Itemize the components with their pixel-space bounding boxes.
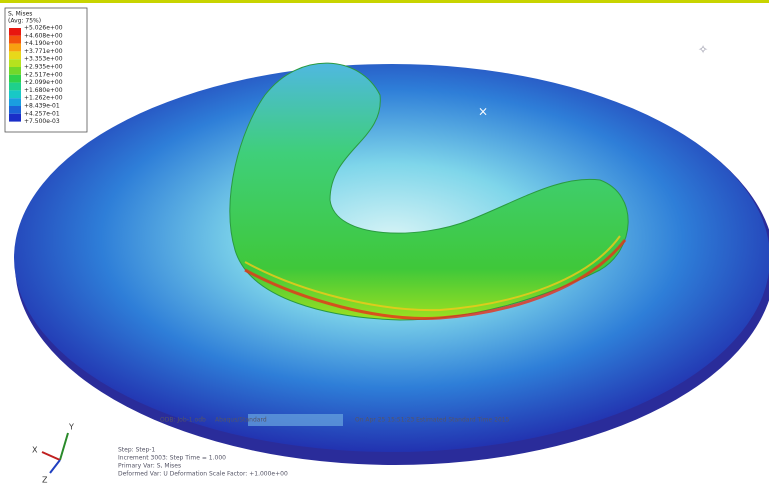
top-bar	[0, 0, 769, 3]
legend-label: +4.190e+00	[24, 40, 63, 47]
stress-band	[244, 239, 627, 320]
info-line: Step: Step-1	[118, 447, 155, 454]
legend-swatch	[9, 82, 21, 91]
legend-label: +1.262e+00	[24, 95, 63, 102]
legend-swatch	[9, 67, 21, 75]
stress-band	[244, 235, 621, 312]
triad: Y X Z	[32, 423, 74, 485]
axis-x	[41, 451, 61, 461]
legend-label: +7.500e-03	[24, 118, 60, 125]
legend-swatch	[9, 74, 21, 83]
mouthguard	[229, 62, 629, 321]
legend-swatch	[9, 106, 21, 114]
legend-label: +4.608e+00	[24, 32, 63, 39]
info-line: Primary Var: S, Mises	[118, 463, 181, 470]
legend-label: +8.439e-01	[24, 103, 60, 110]
triad-label: X	[32, 446, 38, 455]
legend-label: +2.099e+00	[24, 79, 63, 86]
legend-label: +3.353e+00	[24, 56, 63, 63]
legend-title: S, Mises	[8, 11, 32, 18]
info-line: Deformed Var: U Deformation Scale Factor…	[118, 471, 288, 478]
odb-name: ODB: Job-1.odb	[160, 417, 206, 424]
axis-y	[59, 432, 69, 461]
info-line: Increment 3003: Step Time = 1.000	[118, 455, 226, 462]
legend-subtitle: (Avg: 75%)	[8, 18, 41, 25]
legend-swatch	[9, 35, 21, 44]
solver: Abaqus/Standard	[215, 417, 267, 424]
legend-label: +2.935e+00	[24, 64, 63, 71]
legend-label: +2.517e+00	[24, 71, 63, 78]
legend-label: +4.257e-01	[24, 110, 60, 117]
legend: +5.026e+00+4.608e+00+4.190e+00+3.771e+00…	[9, 25, 63, 125]
triad-label: Y	[68, 423, 74, 432]
legend-label: +5.026e+00	[24, 25, 63, 32]
legend-swatch	[9, 51, 21, 60]
triad-label: Z	[42, 476, 48, 485]
legend-label: +1.680e+00	[24, 87, 63, 94]
legend-swatch	[9, 28, 21, 36]
legend-swatch	[9, 113, 21, 122]
legend-label: +3.771e+00	[24, 48, 63, 55]
cursor-mark: ×	[478, 105, 488, 119]
legend-swatch	[9, 59, 21, 67]
date: On Apr 25 15:51:23 Estimated Standard Ti…	[355, 417, 510, 424]
legend-swatch	[9, 43, 21, 52]
legend-swatch	[9, 98, 21, 106]
legend-swatch	[9, 90, 21, 99]
axis-z	[49, 459, 61, 474]
blurred-field	[248, 414, 343, 426]
crosshair: ✧	[698, 43, 708, 57]
